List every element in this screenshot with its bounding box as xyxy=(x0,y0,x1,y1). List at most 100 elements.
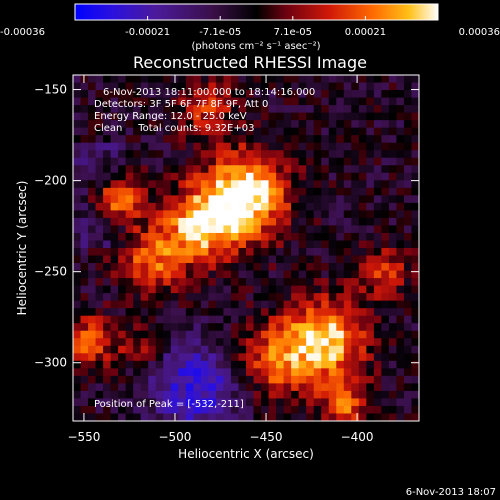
heatmap-cell xyxy=(148,375,157,384)
heatmap-cell xyxy=(328,135,337,144)
heatmap-cell xyxy=(373,90,382,99)
heatmap-cell xyxy=(321,263,330,272)
heatmap-cell xyxy=(125,390,134,399)
heatmap-cell xyxy=(230,308,239,317)
heatmap-cell xyxy=(328,157,337,166)
heatmap-cell xyxy=(118,413,127,422)
heatmap-cell xyxy=(80,165,89,174)
heatmap-cell xyxy=(95,360,104,369)
heatmap-cell xyxy=(178,142,187,151)
heatmap-cell xyxy=(148,330,157,339)
heatmap-cell xyxy=(261,315,270,324)
heatmap-cell xyxy=(238,353,247,362)
heatmap-cell xyxy=(291,308,300,317)
heatmap-cell xyxy=(336,300,345,309)
heatmap-cell xyxy=(381,232,390,241)
heatmap-cell xyxy=(118,120,127,129)
heatmap-cell xyxy=(306,248,315,257)
heatmap-cell xyxy=(178,187,187,196)
heatmap-cell xyxy=(336,127,345,136)
heatmap-cell xyxy=(223,82,232,91)
heatmap-cell xyxy=(396,330,405,339)
heatmap-cell xyxy=(366,90,375,99)
heatmap-cell xyxy=(133,225,142,234)
heatmap-cell xyxy=(133,300,142,309)
heatmap-cell xyxy=(411,225,420,234)
heatmap-cell xyxy=(185,105,194,114)
heatmap-cell xyxy=(336,120,345,129)
heatmap-cell xyxy=(366,360,375,369)
heatmap-cell xyxy=(125,285,134,294)
heatmap-cell xyxy=(125,345,134,354)
heatmap-cell xyxy=(170,248,179,257)
heatmap-cell xyxy=(313,135,322,144)
heatmap-cell xyxy=(253,270,262,279)
heatmap-cell xyxy=(155,413,164,422)
heatmap-cell xyxy=(306,210,315,219)
heatmap-cell xyxy=(373,308,382,317)
heatmap-cell xyxy=(381,172,390,181)
heatmap-cell xyxy=(343,270,352,279)
heatmap-cell xyxy=(373,232,382,241)
heatmap-cell xyxy=(298,195,307,204)
heatmap-cell xyxy=(246,263,255,272)
heatmap-cell xyxy=(298,390,307,399)
heatmap-cell xyxy=(103,248,112,257)
heatmap-cell xyxy=(388,270,397,279)
heatmap-cell xyxy=(358,278,367,287)
heatmap-cell xyxy=(185,323,194,332)
heatmap-cell xyxy=(110,368,119,377)
heatmap-cell xyxy=(358,75,367,84)
heatmap-cell xyxy=(110,240,119,249)
heatmap-cell xyxy=(336,398,345,407)
heatmap-cell xyxy=(73,172,82,181)
heatmap-cell xyxy=(306,150,315,159)
heatmap-cell xyxy=(276,278,285,287)
heatmap-cell xyxy=(328,360,337,369)
heatmap-cell xyxy=(155,127,164,136)
heatmap-cell xyxy=(366,315,375,324)
heatmap-cell xyxy=(223,300,232,309)
heatmap-cell xyxy=(215,308,224,317)
heatmap-cell xyxy=(268,263,277,272)
heatmap-cell xyxy=(208,413,217,422)
heatmap-cell xyxy=(268,90,277,99)
heatmap-cell xyxy=(148,323,157,332)
heatmap-cell xyxy=(253,105,262,114)
heatmap-cell xyxy=(358,285,367,294)
heatmap-cell xyxy=(215,195,224,204)
heatmap-cell xyxy=(238,105,247,114)
heatmap-cell xyxy=(185,195,194,204)
heatmap-cell xyxy=(118,180,127,189)
heatmap-cell xyxy=(261,375,270,384)
heatmap-cell xyxy=(125,142,134,151)
heatmap-cell xyxy=(366,210,375,219)
heatmap-cell xyxy=(118,240,127,249)
heatmap-cell xyxy=(276,248,285,257)
heatmap-cell xyxy=(313,82,322,91)
heatmap-cell xyxy=(178,82,187,91)
heatmap-cell xyxy=(358,240,367,249)
heatmap-cell xyxy=(125,90,134,99)
heatmap-cell xyxy=(343,75,352,84)
heatmap-cell xyxy=(155,210,164,219)
heatmap-cell xyxy=(193,232,202,241)
heatmap-cell xyxy=(366,187,375,196)
heatmap-cell xyxy=(230,82,239,91)
colorbar-tick-label: 0.00021 xyxy=(345,27,386,38)
heatmap-cell xyxy=(403,112,412,121)
heatmap-cell xyxy=(351,75,360,84)
heatmap-cell xyxy=(110,315,119,324)
heatmap-cell xyxy=(88,97,97,106)
heatmap-cell xyxy=(133,360,142,369)
heatmap-cell xyxy=(170,360,179,369)
heatmap-cell xyxy=(125,323,134,332)
heatmap-cell xyxy=(411,353,420,362)
heatmap-cell xyxy=(238,338,247,347)
heatmap-cell xyxy=(178,157,187,166)
heatmap-cell xyxy=(155,112,164,121)
heatmap-cell xyxy=(118,353,127,362)
heatmap-cell xyxy=(208,248,217,257)
heatmap-cell xyxy=(223,165,232,174)
heatmap-cell xyxy=(283,172,292,181)
